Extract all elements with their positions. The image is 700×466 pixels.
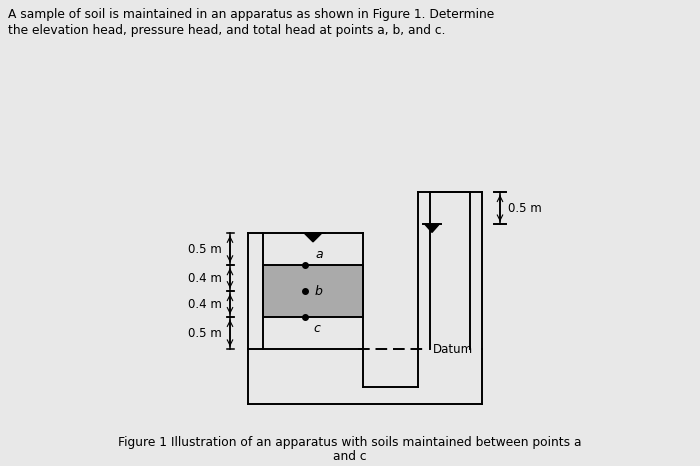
Text: 0.5 m: 0.5 m (508, 202, 542, 215)
Text: 0.5 m: 0.5 m (188, 243, 222, 255)
Text: b: b (315, 285, 323, 298)
Text: the elevation head, pressure head, and total head at points a, b, and c.: the elevation head, pressure head, and t… (8, 24, 445, 37)
Text: A sample of soil is maintained in an apparatus as shown in Figure 1. Determine: A sample of soil is maintained in an app… (8, 8, 494, 21)
Text: and c: and c (333, 450, 367, 463)
Polygon shape (304, 233, 322, 242)
Text: c: c (313, 322, 320, 335)
Bar (263, 265, 363, 317)
Text: Figure 1 Illustration of an apparatus with soils maintained between points a: Figure 1 Illustration of an apparatus wi… (118, 436, 582, 449)
Text: Datum: Datum (433, 343, 473, 356)
Polygon shape (425, 225, 439, 233)
Text: 0.4 m: 0.4 m (188, 298, 222, 310)
Text: a: a (315, 248, 323, 261)
Text: 0.4 m: 0.4 m (188, 272, 222, 285)
Text: 0.5 m: 0.5 m (188, 327, 222, 340)
